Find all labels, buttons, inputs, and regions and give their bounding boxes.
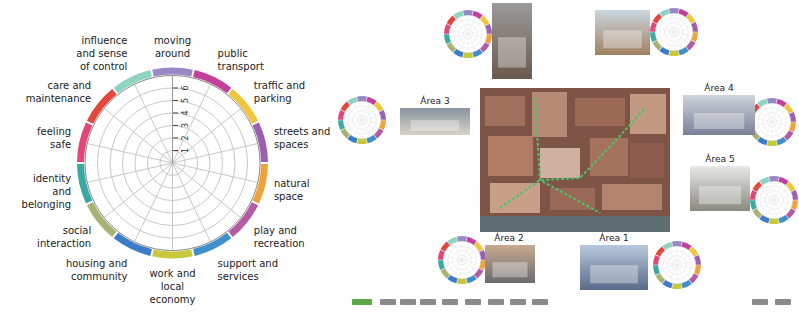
svg-text:traffic andparking: traffic andparking bbox=[254, 80, 305, 104]
svg-text:Área 4: Área 4 bbox=[704, 82, 734, 93]
svg-text:socialinteraction: socialinteraction bbox=[37, 225, 91, 249]
svg-text:6: 6 bbox=[181, 85, 190, 90]
svg-text:Área 2: Área 2 bbox=[494, 232, 523, 243]
svg-text:4: 4 bbox=[181, 110, 190, 115]
svg-text:play andrecreation: play andrecreation bbox=[254, 225, 305, 249]
svg-text:care andmaintenance: care andmaintenance bbox=[26, 80, 92, 104]
svg-text:Área 5: Área 5 bbox=[705, 153, 734, 164]
svg-text:streets andspaces: streets andspaces bbox=[274, 126, 330, 150]
svg-text:1: 1 bbox=[181, 148, 190, 153]
svg-text:naturalspace: naturalspace bbox=[274, 178, 310, 202]
svg-text:work andlocaleconomy: work andlocaleconomy bbox=[149, 268, 195, 305]
svg-text:identityandbelonging: identityandbelonging bbox=[22, 173, 72, 210]
svg-text:movingaround: movingaround bbox=[154, 35, 191, 59]
svg-text:feelingsafe: feelingsafe bbox=[37, 126, 71, 150]
svg-text:Área 3: Área 3 bbox=[420, 95, 449, 106]
svg-text:support andservices: support andservices bbox=[218, 258, 278, 282]
svg-text:5: 5 bbox=[181, 98, 190, 103]
svg-text:housing andcommunity: housing andcommunity bbox=[66, 258, 128, 282]
svg-text:Área 1: Área 1 bbox=[599, 232, 628, 243]
svg-text:influenceand senseof control: influenceand senseof control bbox=[76, 35, 127, 72]
svg-text:publictransport: publictransport bbox=[218, 48, 264, 72]
svg-text:3: 3 bbox=[181, 123, 190, 128]
svg-text:2: 2 bbox=[181, 135, 190, 140]
